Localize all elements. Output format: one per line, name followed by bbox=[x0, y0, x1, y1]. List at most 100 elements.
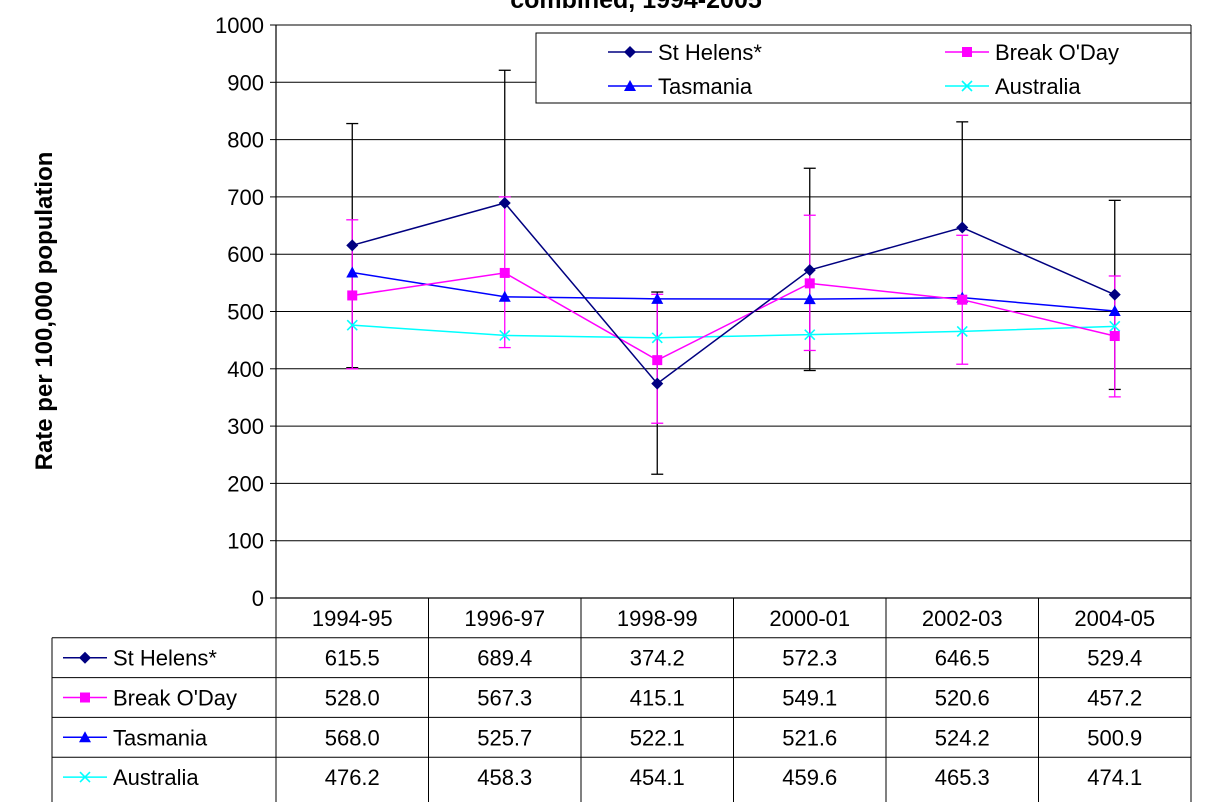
data-point-break-o-day bbox=[347, 290, 358, 301]
table-legend-marker-tasmania bbox=[79, 731, 91, 743]
table-value-australia: 474.1 bbox=[1087, 765, 1142, 790]
table-value-australia: 454.1 bbox=[630, 765, 685, 790]
data-point-australia bbox=[346, 319, 358, 331]
table-value-st-helens: 689.4 bbox=[477, 646, 532, 671]
table-value-break-o-day: 457.2 bbox=[1087, 686, 1142, 711]
table-value-australia: 459.6 bbox=[782, 765, 837, 790]
y-tick-label: 900 bbox=[227, 70, 264, 95]
table-value-tasmania: 521.6 bbox=[782, 725, 837, 750]
marker-stroke bbox=[956, 325, 968, 337]
table-value-break-o-day: 415.1 bbox=[630, 686, 685, 711]
data-point-break-o-day bbox=[957, 294, 968, 305]
table-value-break-o-day: 520.6 bbox=[935, 686, 990, 711]
data-point-tasmania bbox=[346, 266, 359, 278]
marker-stroke bbox=[961, 80, 973, 92]
category-label: 2004-05 bbox=[1074, 606, 1155, 631]
y-tick-label: 100 bbox=[227, 529, 264, 554]
table-legend-marker-australia bbox=[79, 771, 91, 783]
data-point-australia bbox=[1109, 320, 1121, 332]
series-line-st-helens bbox=[352, 202, 1116, 385]
data-point-australia bbox=[956, 325, 968, 337]
y-axis: 0 100 200 300 400 500 600 700 800 900 1000 bbox=[215, 13, 276, 611]
data-point-st-helens bbox=[1108, 288, 1121, 301]
data-point-tasmania bbox=[1108, 304, 1121, 316]
legend-label-tasmania: Tasmania bbox=[658, 74, 753, 99]
table-row-name-break-o-day: Break O'Day bbox=[113, 686, 237, 711]
legend-label-australia: Australia bbox=[995, 74, 1081, 99]
data-point-tasmania bbox=[498, 290, 511, 302]
marker-stroke bbox=[1109, 320, 1121, 332]
marker-stroke bbox=[346, 319, 358, 331]
category-label: 1994-95 bbox=[312, 606, 393, 631]
table-value-st-helens: 646.5 bbox=[935, 646, 990, 671]
marker-stroke bbox=[79, 771, 91, 783]
y-tick-label: 700 bbox=[227, 185, 264, 210]
y-tick-label: 200 bbox=[227, 471, 264, 496]
y-tick-label: 400 bbox=[227, 357, 264, 382]
legend-box bbox=[535, 32, 1192, 104]
data-point-tasmania bbox=[803, 293, 816, 305]
table-value-australia: 458.3 bbox=[477, 765, 532, 790]
data-point-australia bbox=[651, 332, 663, 344]
table-value-australia: 476.2 bbox=[325, 765, 380, 790]
table-value-australia: 465.3 bbox=[935, 765, 990, 790]
legend-label-st-helens: St Helens* bbox=[658, 40, 762, 65]
table-row-name-australia: Australia bbox=[113, 765, 199, 790]
table-value-break-o-day: 567.3 bbox=[477, 686, 532, 711]
marker-stroke bbox=[804, 329, 816, 341]
table-value-st-helens: 374.2 bbox=[630, 646, 685, 671]
table-value-tasmania: 500.9 bbox=[1087, 725, 1142, 750]
data-point-st-helens bbox=[803, 264, 816, 277]
table-value-tasmania: 522.1 bbox=[630, 725, 685, 750]
series-line-break-o-day bbox=[352, 272, 1115, 361]
data-point-break-o-day bbox=[499, 267, 510, 278]
y-tick-label: 1000 bbox=[215, 13, 264, 38]
legend-marker-tasmania bbox=[624, 80, 636, 91]
data-table: 1994-95 1996-97 1998-99 2000-01 2002-03 2004-… bbox=[51, 597, 1192, 802]
table-legend-marker-break-o-day bbox=[80, 692, 90, 703]
series-line-australia bbox=[352, 324, 1115, 339]
category-label: 2000-01 bbox=[769, 606, 850, 631]
table-value-st-helens: 572.3 bbox=[782, 646, 837, 671]
data-point-st-helens bbox=[651, 377, 664, 390]
table-value-st-helens: 615.5 bbox=[325, 646, 380, 671]
table-value-tasmania: 525.7 bbox=[477, 725, 532, 750]
legend-marker-australia bbox=[961, 80, 973, 92]
table-value-tasmania: 524.2 bbox=[935, 725, 990, 750]
data-point-australia bbox=[499, 329, 511, 341]
data-point-break-o-day bbox=[652, 355, 663, 366]
data-point-tasmania bbox=[651, 292, 664, 304]
series-line-tasmania bbox=[352, 271, 1115, 312]
legend-marker-break-o-day bbox=[962, 47, 972, 57]
marker-stroke bbox=[499, 329, 511, 341]
data-point-australia bbox=[804, 329, 816, 341]
series-lines bbox=[346, 196, 1121, 390]
legend: St Helens* Break O'Day Tasmania Australia bbox=[535, 32, 1192, 104]
legend-marker-st-helens bbox=[624, 46, 636, 58]
table-value-break-o-day: 528.0 bbox=[325, 686, 380, 711]
y-tick-label: 500 bbox=[227, 300, 264, 325]
data-point-break-o-day bbox=[1109, 331, 1120, 342]
y-tick-label: 0 bbox=[252, 586, 264, 611]
marker-stroke bbox=[651, 332, 663, 344]
y-tick-label: 800 bbox=[227, 128, 264, 153]
category-label: 2002-03 bbox=[922, 606, 1003, 631]
table-value-st-helens: 529.4 bbox=[1087, 646, 1142, 671]
error-bars bbox=[346, 69, 1121, 475]
table-value-tasmania: 568.0 bbox=[325, 725, 380, 750]
data-point-st-helens bbox=[498, 196, 511, 209]
chart-title: combined, 1994-2005 bbox=[510, 0, 762, 14]
table-row-name-tasmania: Tasmania bbox=[113, 725, 208, 750]
legend-label-break-o-day: Break O'Day bbox=[995, 40, 1119, 65]
category-label: 1996-97 bbox=[464, 606, 545, 631]
data-point-st-helens bbox=[956, 221, 969, 234]
y-tick-label: 600 bbox=[227, 242, 264, 267]
data-point-st-helens bbox=[346, 239, 359, 252]
y-tick-label: 300 bbox=[227, 414, 264, 439]
category-label: 1998-99 bbox=[617, 606, 698, 631]
y-axis-label: Rate per 100,000 population bbox=[31, 152, 58, 471]
table-legend-marker-st-helens bbox=[79, 651, 91, 664]
data-point-break-o-day bbox=[804, 278, 815, 289]
table-value-break-o-day: 549.1 bbox=[782, 686, 837, 711]
